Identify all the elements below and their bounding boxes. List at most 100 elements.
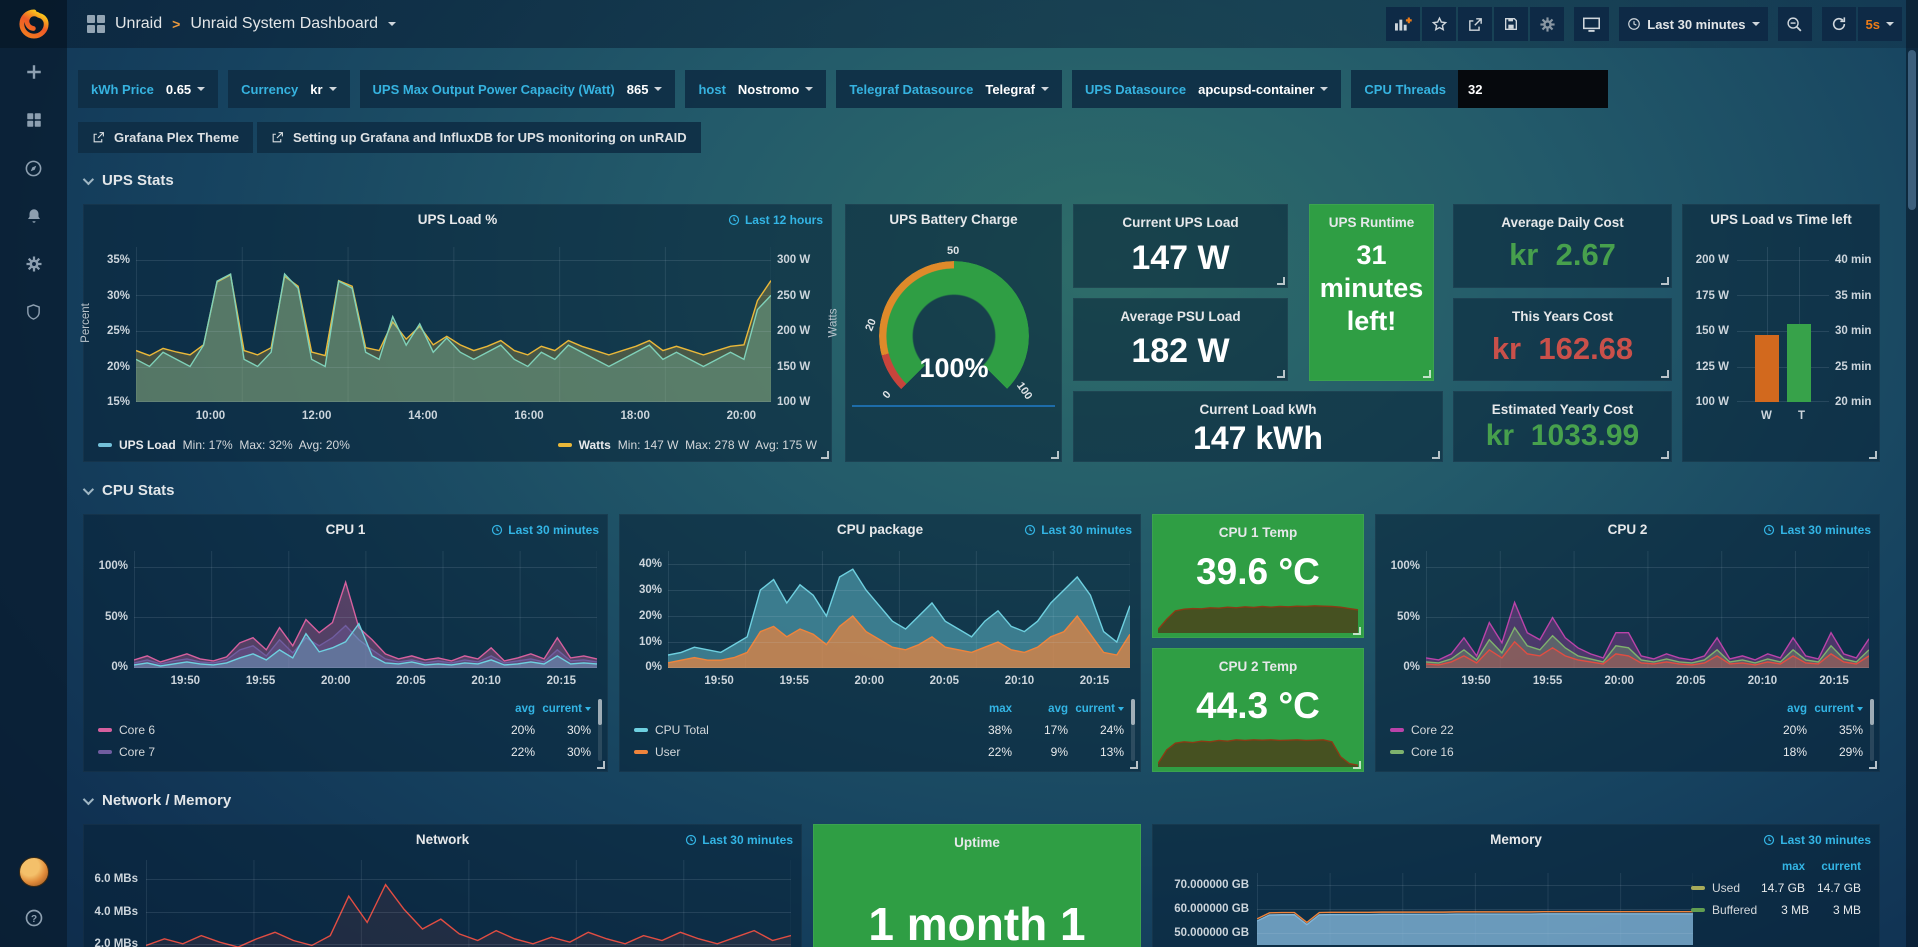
breadcrumb: Unraid > Unraid System Dashboard: [87, 15, 396, 33]
panel-time-override[interactable]: Last 30 minutes: [1763, 523, 1871, 537]
refresh-interval-picker[interactable]: 5s: [1857, 7, 1902, 41]
panel-cpu2-temp: CPU 2 Temp 44.3 °C: [1152, 648, 1364, 772]
panel-title[interactable]: Average Daily Cost: [1501, 215, 1624, 230]
panel-title[interactable]: Estimated Yearly Cost: [1491, 402, 1634, 417]
panel-title[interactable]: Current UPS Load: [1122, 215, 1239, 230]
settings-button[interactable]: [1530, 7, 1565, 41]
section-ups-stats[interactable]: UPS Stats: [82, 172, 174, 189]
gauge-value: 100%: [919, 353, 989, 383]
sidebar-create-button[interactable]: [0, 48, 67, 96]
page-scrollbar[interactable]: [1906, 0, 1918, 947]
variable-telegraf-datasource[interactable]: Telegraf Datasource Telegraf: [836, 70, 1062, 108]
breadcrumb-app[interactable]: Unraid: [115, 15, 163, 32]
breadcrumb-page[interactable]: Unraid System Dashboard: [190, 15, 378, 32]
stat-value: 182 W: [1131, 332, 1230, 370]
sidebar-explore-button[interactable]: [0, 144, 67, 192]
memory-chart[interactable]: [1257, 873, 1693, 945]
panel-title[interactable]: UPS Load vs Time left: [1710, 211, 1852, 227]
legend-row[interactable]: Buffered 3 MB 3 MB: [1691, 899, 1861, 921]
ups-load-vs-time-chart[interactable]: [1737, 247, 1829, 402]
share-button[interactable]: [1458, 7, 1493, 41]
external-link-icon: [272, 132, 283, 143]
panel-title[interactable]: CPU 2 Temp: [1218, 659, 1298, 674]
help-icon: ?: [25, 909, 42, 927]
panel-title[interactable]: CPU package: [836, 521, 924, 537]
y2-axis-label: Watts: [827, 308, 840, 338]
section-cpu-stats[interactable]: CPU Stats: [82, 482, 175, 499]
tv-mode-button[interactable]: [1574, 7, 1610, 41]
star-button[interactable]: [1422, 7, 1457, 41]
cpu2-chart[interactable]: [1426, 551, 1869, 668]
variable-kwh-price[interactable]: kWh Price 0.65: [78, 70, 219, 108]
panel-title[interactable]: Average PSU Load: [1120, 309, 1241, 324]
panel-title[interactable]: UPS Runtime: [1328, 215, 1415, 230]
variable-ups-max-output[interactable]: UPS Max Output Power Capacity (Watt) 865: [359, 70, 676, 108]
add-panel-button[interactable]: [1386, 7, 1421, 41]
panel-title[interactable]: Network: [415, 831, 470, 847]
save-button[interactable]: [1494, 7, 1529, 41]
battery-gauge: 0 20 50 100 100%: [863, 245, 1034, 411]
variable-host[interactable]: host Nostromo: [685, 70, 827, 108]
shield-icon: [27, 304, 40, 320]
time-range-picker[interactable]: Last 30 minutes: [1619, 7, 1768, 41]
legend-scrollbar[interactable]: [1870, 699, 1874, 761]
panel-title[interactable]: Current Load kWh: [1199, 402, 1317, 417]
legend-row[interactable]: CPU Total 38% 17% 24%: [634, 719, 1124, 741]
bar-watts[interactable]: [1755, 335, 1779, 402]
panel-title[interactable]: Memory: [1490, 831, 1542, 847]
legend-row[interactable]: Core 7 22% 30%: [98, 741, 591, 763]
cpu2-legend: avg current Core 22 20% 35% Core 16 18% 29%: [1390, 699, 1863, 763]
cpu-threads-input[interactable]: [1458, 70, 1609, 108]
refresh-interval-label: 5s: [1865, 16, 1880, 32]
cpu-package-chart[interactable]: [668, 551, 1130, 668]
legend-scrollbar[interactable]: [1131, 699, 1135, 761]
panel-current-ups-load: Current UPS Load 147 W: [1073, 204, 1288, 288]
panel-time-override[interactable]: Last 30 minutes: [1763, 833, 1871, 847]
zoom-out-button[interactable]: [1777, 7, 1812, 41]
dashboard-grid-icon[interactable]: [87, 15, 105, 33]
cpu1-chart[interactable]: [134, 551, 597, 668]
panel-time-override[interactable]: Last 30 minutes: [685, 833, 793, 847]
grafana-logo[interactable]: [0, 0, 67, 48]
legend-row[interactable]: Core 16 18% 29%: [1390, 741, 1863, 763]
sidebar-server-admin-button[interactable]: [0, 288, 67, 336]
sidebar-configuration-button[interactable]: [0, 240, 67, 288]
variable-currency[interactable]: Currency kr: [228, 70, 350, 108]
user-avatar[interactable]: [18, 857, 49, 887]
legend-ups-load[interactable]: UPS Load Min: 17% Max: 32% Avg: 20%: [98, 438, 350, 452]
link-ups-monitoring-guide[interactable]: Setting up Grafana and InfluxDB for UPS …: [257, 122, 701, 153]
panel-title[interactable]: CPU 2: [1607, 521, 1648, 537]
bar-time-left[interactable]: [1787, 323, 1811, 402]
stat-value: kr 162.68: [1491, 331, 1634, 366]
network-chart[interactable]: [146, 860, 791, 947]
chevron-down-icon[interactable]: [387, 22, 396, 26]
panel-time-override[interactable]: Last 12 hours: [728, 213, 823, 227]
variable-ups-datasource[interactable]: UPS Datasource apcupsd-container: [1071, 70, 1342, 108]
panel-title[interactable]: UPS Battery Charge: [889, 211, 1018, 227]
scrollbar-thumb[interactable]: [1908, 50, 1916, 210]
legend-row[interactable]: Core 22 20% 35%: [1390, 719, 1863, 741]
legend-row[interactable]: User 22% 9% 13%: [634, 741, 1124, 763]
panel-time-override[interactable]: Last 30 minutes: [491, 523, 599, 537]
sidebar-alerting-button[interactable]: [0, 192, 67, 240]
sidebar-help-button[interactable]: ?: [0, 903, 67, 933]
stat-value: 1 month 1: [868, 898, 1086, 947]
panel-average-daily-cost: Average Daily Cost kr 2.67: [1453, 204, 1672, 288]
panel-title[interactable]: CPU 1: [325, 521, 366, 537]
clock-icon: [1764, 524, 1775, 536]
panel-title[interactable]: UPS Load %: [417, 211, 498, 227]
legend-row[interactable]: Used 14.7 GB 14.7 GB: [1691, 877, 1861, 899]
panel-title[interactable]: Uptime: [954, 835, 1000, 850]
panel-time-override[interactable]: Last 30 minutes: [1024, 523, 1132, 537]
panel-title[interactable]: This Years Cost: [1511, 309, 1614, 324]
link-grafana-plex-theme[interactable]: Grafana Plex Theme: [78, 122, 253, 153]
section-network-memory[interactable]: Network / Memory: [82, 792, 231, 809]
refresh-button[interactable]: [1821, 7, 1856, 41]
sidebar-dashboards-button[interactable]: [0, 96, 67, 144]
legend-scrollbar[interactable]: [598, 699, 602, 761]
ups-load-chart[interactable]: [136, 247, 771, 402]
legend-row[interactable]: Core 6 20% 30%: [98, 719, 591, 741]
legend-watts[interactable]: Watts Min: 147 W Max: 278 W Avg: 175 W: [557, 438, 817, 452]
panel-title[interactable]: CPU 1 Temp: [1218, 525, 1298, 540]
